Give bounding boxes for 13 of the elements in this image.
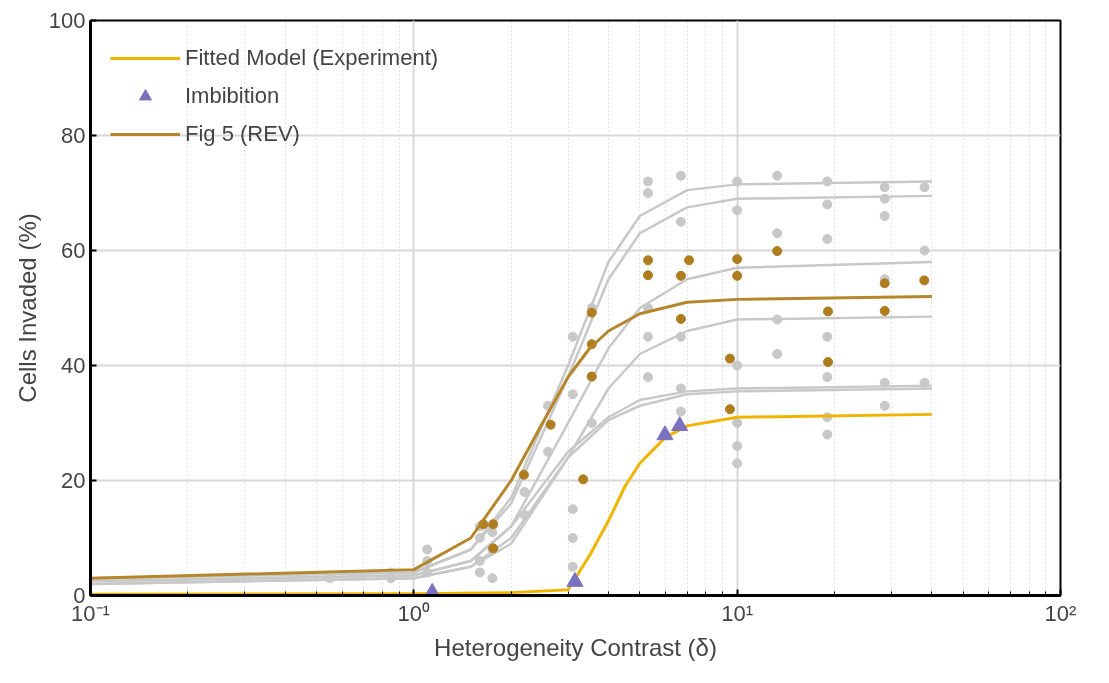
x-tick-label: 10¹ [721, 600, 754, 626]
legend-label: Fig 5 (REV) [185, 120, 300, 148]
y-axis-title: Cells Invaded (%) [13, 213, 41, 403]
y-tick-label: 20 [61, 468, 86, 493]
x-axis-title: Heterogeneity Contrast (δ) [434, 633, 717, 661]
legend-label: Fitted Model (Experiment) [185, 44, 439, 72]
legend-label: Imbibition [185, 82, 280, 110]
x-tick-label: 10² [1044, 600, 1077, 626]
y-tick-label: 40 [61, 353, 86, 378]
y-tick-label: 60 [61, 238, 86, 263]
x-tick-label: 10⁰ [397, 600, 431, 626]
y-tick-label: 80 [61, 123, 86, 148]
y-tick-label: 100 [48, 8, 86, 33]
